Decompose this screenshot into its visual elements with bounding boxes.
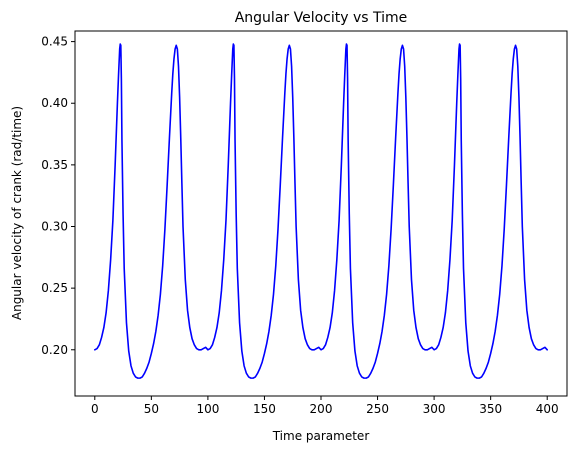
y-tick-label: 0.35	[41, 158, 68, 172]
x-tick-label: 250	[366, 402, 389, 416]
x-axis-label: Time parameter	[272, 429, 370, 443]
x-tick-label: 100	[196, 402, 219, 416]
y-tick-label: 0.25	[41, 281, 68, 295]
x-tick-label: 400	[536, 402, 559, 416]
y-axis-label: Angular velocity of crank (rad/time)	[10, 106, 24, 320]
y-tick-label: 0.40	[41, 96, 68, 110]
y-tick-label: 0.45	[41, 35, 68, 49]
chart-title: Angular Velocity vs Time	[235, 10, 408, 26]
x-tick-label: 150	[253, 402, 276, 416]
x-tick-label: 350	[479, 402, 502, 416]
x-tick-label: 50	[144, 402, 159, 416]
y-axis-ticks: 0.20 0.25 0.30 0.35 0.40 0.45	[41, 35, 75, 357]
x-axis-ticks: 0 50 100 150 200 250 300 350 400	[91, 396, 559, 416]
plot-background	[75, 31, 567, 396]
y-tick-label: 0.20	[41, 343, 68, 357]
series-line	[93, 43, 549, 379]
x-tick-label: 300	[423, 402, 446, 416]
x-tick-label: 0	[91, 402, 99, 416]
y-tick-label: 0.30	[41, 220, 68, 234]
x-tick-label: 200	[310, 402, 333, 416]
series-layer	[93, 43, 549, 379]
